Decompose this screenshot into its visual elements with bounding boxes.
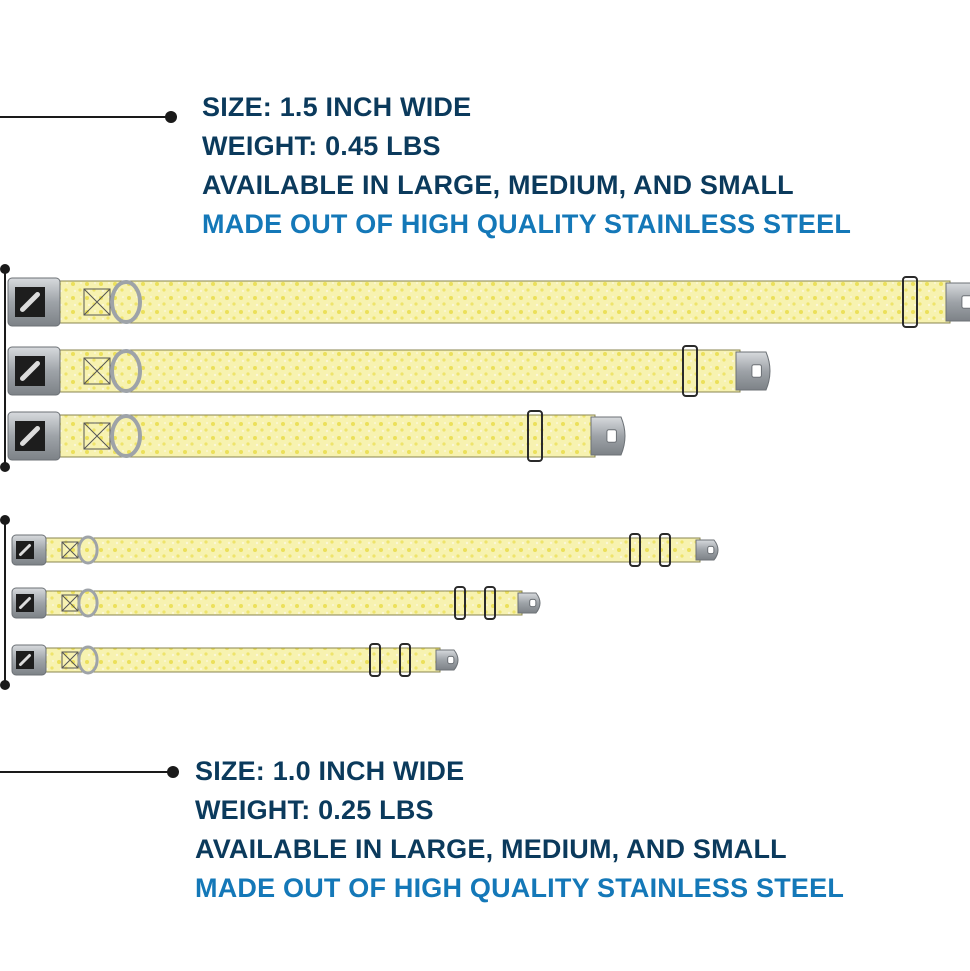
tri-glide-slider-icon bbox=[399, 643, 411, 677]
collar-tip-icon bbox=[435, 649, 459, 671]
d-ring-icon bbox=[110, 280, 142, 324]
spec-block-narrow: SIZE: 1.0 INCH WIDE WEIGHT: 0.25 LBS AVA… bbox=[195, 752, 844, 908]
tri-glide-slider-icon bbox=[454, 586, 466, 620]
bone-shape bbox=[19, 597, 31, 609]
d-ring-icon bbox=[77, 645, 99, 675]
tip-slot bbox=[606, 429, 617, 443]
tri-glide-slider-icon bbox=[659, 533, 671, 567]
bottom-leader-line bbox=[0, 771, 172, 773]
spec-block-wide: SIZE: 1.5 INCH WIDE WEIGHT: 0.45 LBS AVA… bbox=[202, 88, 851, 244]
bracket-dot-top-1 bbox=[0, 264, 10, 274]
collar-6 bbox=[11, 643, 459, 677]
tip-slot bbox=[707, 545, 715, 555]
bone-shape bbox=[20, 361, 40, 381]
tri-glide-slider-icon bbox=[527, 410, 543, 462]
tri-glide-slider-icon bbox=[682, 345, 698, 397]
small-collars-bracket bbox=[4, 520, 6, 685]
tri-glide-slider-icon bbox=[629, 533, 641, 567]
spec-size: SIZE: 1.5 INCH WIDE bbox=[202, 92, 472, 122]
collar-strap bbox=[53, 280, 951, 324]
stitch-cross bbox=[61, 594, 79, 612]
collar-4 bbox=[11, 533, 719, 567]
collar-tip-icon bbox=[945, 282, 970, 322]
tri-glide-slider-icon bbox=[484, 586, 496, 620]
large-collars-bracket bbox=[4, 268, 6, 468]
spec-weight: WEIGHT: 0.25 LBS bbox=[195, 795, 434, 825]
d-ring-icon bbox=[77, 535, 99, 565]
bone-shape bbox=[20, 292, 40, 312]
stitch-cross bbox=[83, 422, 111, 450]
tip-slot bbox=[751, 364, 762, 378]
bracket-dot-bottom-1 bbox=[0, 462, 10, 472]
bone-shape bbox=[19, 544, 31, 556]
d-ring-icon bbox=[110, 414, 142, 458]
bracket-dot-top-2 bbox=[0, 515, 10, 525]
top-leader-dot bbox=[165, 111, 177, 123]
top-leader-line bbox=[0, 116, 170, 118]
stitch-cross bbox=[83, 288, 111, 316]
collar-tip-icon bbox=[517, 592, 541, 614]
collar-tip-icon bbox=[695, 539, 719, 561]
collar-2 bbox=[7, 345, 771, 397]
tip-slot bbox=[529, 598, 537, 608]
collar-strap bbox=[53, 414, 596, 458]
collar-strap bbox=[39, 537, 701, 563]
collar-5 bbox=[11, 586, 541, 620]
d-ring-icon bbox=[77, 588, 99, 618]
bottom-leader-dot bbox=[167, 766, 179, 778]
bracket-dot-bottom-2 bbox=[0, 680, 10, 690]
stitch-cross bbox=[83, 357, 111, 385]
d-ring-icon bbox=[110, 349, 142, 393]
spec-availability: AVAILABLE IN LARGE, MEDIUM, AND SMALL bbox=[202, 170, 794, 200]
collar-strap bbox=[53, 349, 741, 393]
tip-slot bbox=[447, 655, 455, 665]
bone-shape bbox=[20, 426, 40, 446]
stitch-cross bbox=[61, 651, 79, 669]
collar-strap bbox=[39, 590, 523, 616]
spec-availability: AVAILABLE IN LARGE, MEDIUM, AND SMALL bbox=[195, 834, 787, 864]
spec-material: MADE OUT OF HIGH QUALITY STAINLESS STEEL bbox=[195, 873, 845, 903]
tip-slot bbox=[961, 295, 970, 309]
collar-1 bbox=[7, 276, 970, 328]
stitch-cross bbox=[61, 541, 79, 559]
tri-glide-slider-icon bbox=[902, 276, 918, 328]
spec-material: MADE OUT OF HIGH QUALITY STAINLESS STEEL bbox=[202, 209, 852, 239]
tri-glide-slider-icon bbox=[369, 643, 381, 677]
spec-size: SIZE: 1.0 INCH WIDE bbox=[195, 756, 465, 786]
bone-shape bbox=[19, 654, 31, 666]
spec-weight: WEIGHT: 0.45 LBS bbox=[202, 131, 441, 161]
collar-3 bbox=[7, 410, 626, 462]
